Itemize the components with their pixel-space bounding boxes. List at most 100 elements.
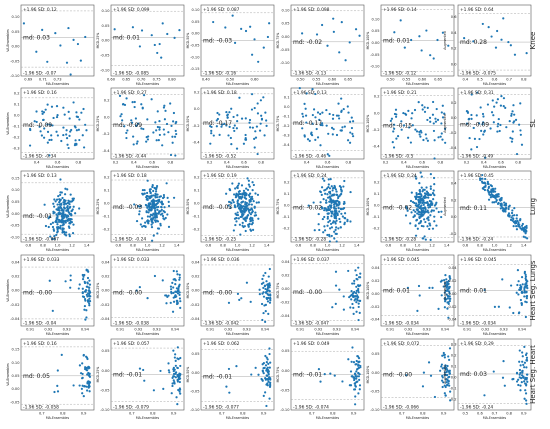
data-point (173, 135, 177, 138)
data-point (68, 234, 71, 238)
data-point (244, 117, 247, 120)
y-tick-label: -0.10 (370, 65, 380, 69)
data-point (266, 374, 269, 377)
data-point (226, 114, 229, 117)
data-point (323, 229, 327, 232)
data-point (86, 276, 90, 280)
data-point (86, 300, 90, 303)
y-tick-label: -0.15 (190, 67, 199, 71)
data-point (441, 385, 444, 389)
data-point (435, 201, 438, 204)
data-point (329, 222, 333, 226)
data-point (178, 380, 181, 384)
data-point (174, 122, 177, 125)
data-point (250, 195, 254, 198)
data-point (148, 206, 151, 209)
data-point (497, 122, 500, 125)
data-point (53, 235, 56, 238)
data-point (28, 144, 32, 147)
data-point (61, 196, 64, 200)
data-point (264, 364, 268, 367)
data-point (166, 196, 169, 200)
data-point (410, 38, 413, 42)
data-point (434, 117, 437, 120)
data-point (483, 288, 486, 292)
data-point (157, 212, 160, 215)
y-tick-label: 0.10 (191, 8, 200, 12)
data-point (421, 385, 425, 388)
data-point (342, 295, 345, 298)
data-point (33, 120, 36, 123)
data-point (520, 143, 524, 146)
data-point (343, 200, 346, 204)
y-tick-label: 0.2 (374, 181, 380, 185)
data-point (429, 374, 433, 377)
data-point (62, 133, 65, 137)
x-tick-label: 0.7 (219, 412, 225, 416)
data-point (154, 192, 157, 195)
data-point (158, 42, 161, 46)
data-point (56, 216, 59, 220)
data-point (324, 192, 327, 195)
data-point (518, 223, 521, 226)
data-point (269, 361, 272, 364)
y-axis-label: VA-Ensembles (6, 112, 10, 135)
data-point (442, 285, 445, 288)
data-point (440, 379, 444, 382)
data-point (422, 213, 425, 216)
data-point (249, 228, 252, 231)
y-tick-label: -0.05 (100, 388, 109, 392)
data-point (330, 206, 333, 209)
data-point (163, 118, 166, 121)
y-tick-label: 0.0 (284, 204, 290, 208)
data-point (156, 51, 159, 55)
data-point (326, 233, 329, 237)
data-point (172, 291, 175, 294)
data-point (430, 210, 433, 213)
data-point (484, 184, 487, 187)
mean-diff-label: md: 0.01 (460, 288, 487, 295)
y-tick-label: 0.1 (284, 96, 290, 100)
data-point (81, 287, 84, 290)
upper-sd-label: +1.96 SD: 0.045 (383, 257, 420, 263)
data-point (150, 226, 154, 229)
data-point (505, 206, 508, 210)
x-tick-label: 0.8 (437, 161, 443, 165)
y-tick-label: -0.2 (449, 131, 456, 135)
x-tick-label: 0.69 (24, 78, 33, 82)
x-tick-label: 0.93 (500, 328, 508, 332)
data-point (65, 209, 68, 212)
data-point (149, 188, 152, 191)
data-point (130, 121, 134, 124)
data-point (153, 274, 157, 278)
x-tick-label: 0.50 (387, 78, 396, 82)
data-point (331, 133, 334, 136)
x-tick-label: 0.73 (53, 78, 61, 82)
data-point (446, 364, 449, 368)
x-tick-label: 0.93 (243, 328, 251, 332)
data-point (176, 292, 180, 295)
data-point (429, 224, 432, 227)
data-point (500, 38, 503, 41)
x-tick-label: 0.6 (25, 244, 31, 248)
data-point (54, 200, 57, 203)
data-point (86, 373, 89, 376)
data-point (75, 143, 78, 146)
data-point (333, 230, 336, 233)
data-point (178, 276, 181, 279)
data-point (523, 286, 526, 289)
data-point (414, 204, 417, 207)
data-point (499, 123, 502, 127)
data-point (420, 186, 423, 189)
data-point (267, 373, 270, 376)
panel-frame (457, 4, 532, 77)
data-point (260, 117, 264, 120)
data-point (268, 301, 272, 304)
y-tick-label: -0.02 (190, 303, 199, 307)
data-point (343, 206, 346, 210)
data-point (135, 289, 138, 292)
x-tick-label: 1.0 (55, 244, 61, 248)
data-point (328, 112, 331, 116)
data-point (409, 199, 413, 203)
data-point (146, 220, 149, 223)
